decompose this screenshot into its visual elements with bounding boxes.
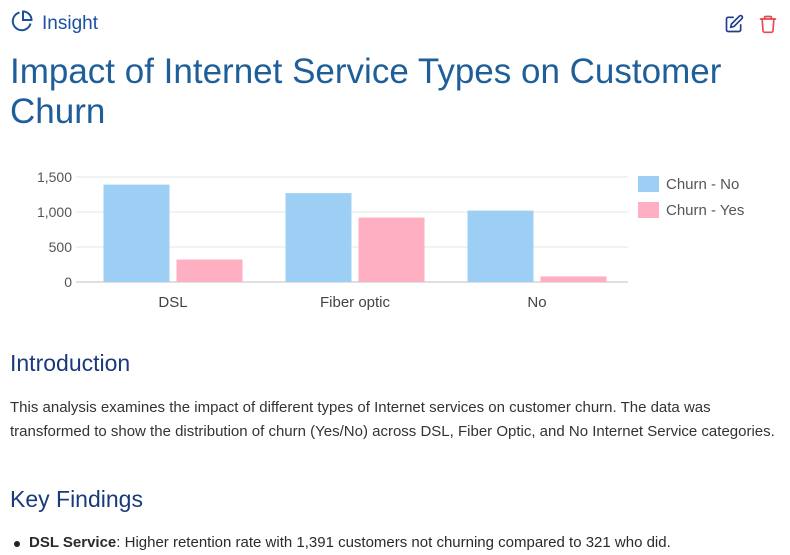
bar xyxy=(103,184,170,282)
bar xyxy=(285,193,352,282)
bullet-icon xyxy=(14,541,20,547)
trash-icon[interactable] xyxy=(758,14,778,34)
list-item: DSL Service: Higher retention rate with … xyxy=(10,534,671,551)
key-findings-list: DSL Service: Higher retention rate with … xyxy=(10,534,671,551)
x-tick-label: DSL xyxy=(158,294,187,311)
y-tick-label: 1,500 xyxy=(37,169,72,185)
bar xyxy=(358,217,425,282)
bar xyxy=(540,276,607,282)
bar-chart: 0 500 1,000 1,500 DSL Fiber optic No Churn - No… xyxy=(37,169,744,311)
bar xyxy=(176,259,243,282)
page-title: Impact of Internet Service Types on Cust… xyxy=(10,52,722,131)
introduction-heading: Introduction xyxy=(10,350,131,376)
bar xyxy=(467,210,534,282)
key-findings-heading: Key Findings xyxy=(10,486,143,512)
legend-label: Churn - No xyxy=(666,176,739,193)
legend-swatch xyxy=(638,176,659,192)
legend-label: Churn - Yes xyxy=(666,202,744,219)
x-tick-label: Fiber optic xyxy=(320,294,391,311)
finding-label: DSL Service xyxy=(29,534,117,551)
x-tick-label: No xyxy=(527,294,546,311)
y-tick-label: 500 xyxy=(49,239,73,255)
brand-label: Insight xyxy=(42,13,98,34)
pie-chart-icon xyxy=(10,9,42,39)
y-tick-label: 1,000 xyxy=(37,204,72,220)
header: Insight xyxy=(10,10,778,38)
y-tick-label: 0 xyxy=(64,274,72,290)
brand: Insight xyxy=(10,9,98,39)
finding-text: : Higher retention rate with 1,391 custo… xyxy=(116,534,671,551)
edit-icon[interactable] xyxy=(724,14,744,34)
introduction-text: This analysis examines the impact of dif… xyxy=(10,399,775,440)
legend-swatch xyxy=(638,202,659,218)
